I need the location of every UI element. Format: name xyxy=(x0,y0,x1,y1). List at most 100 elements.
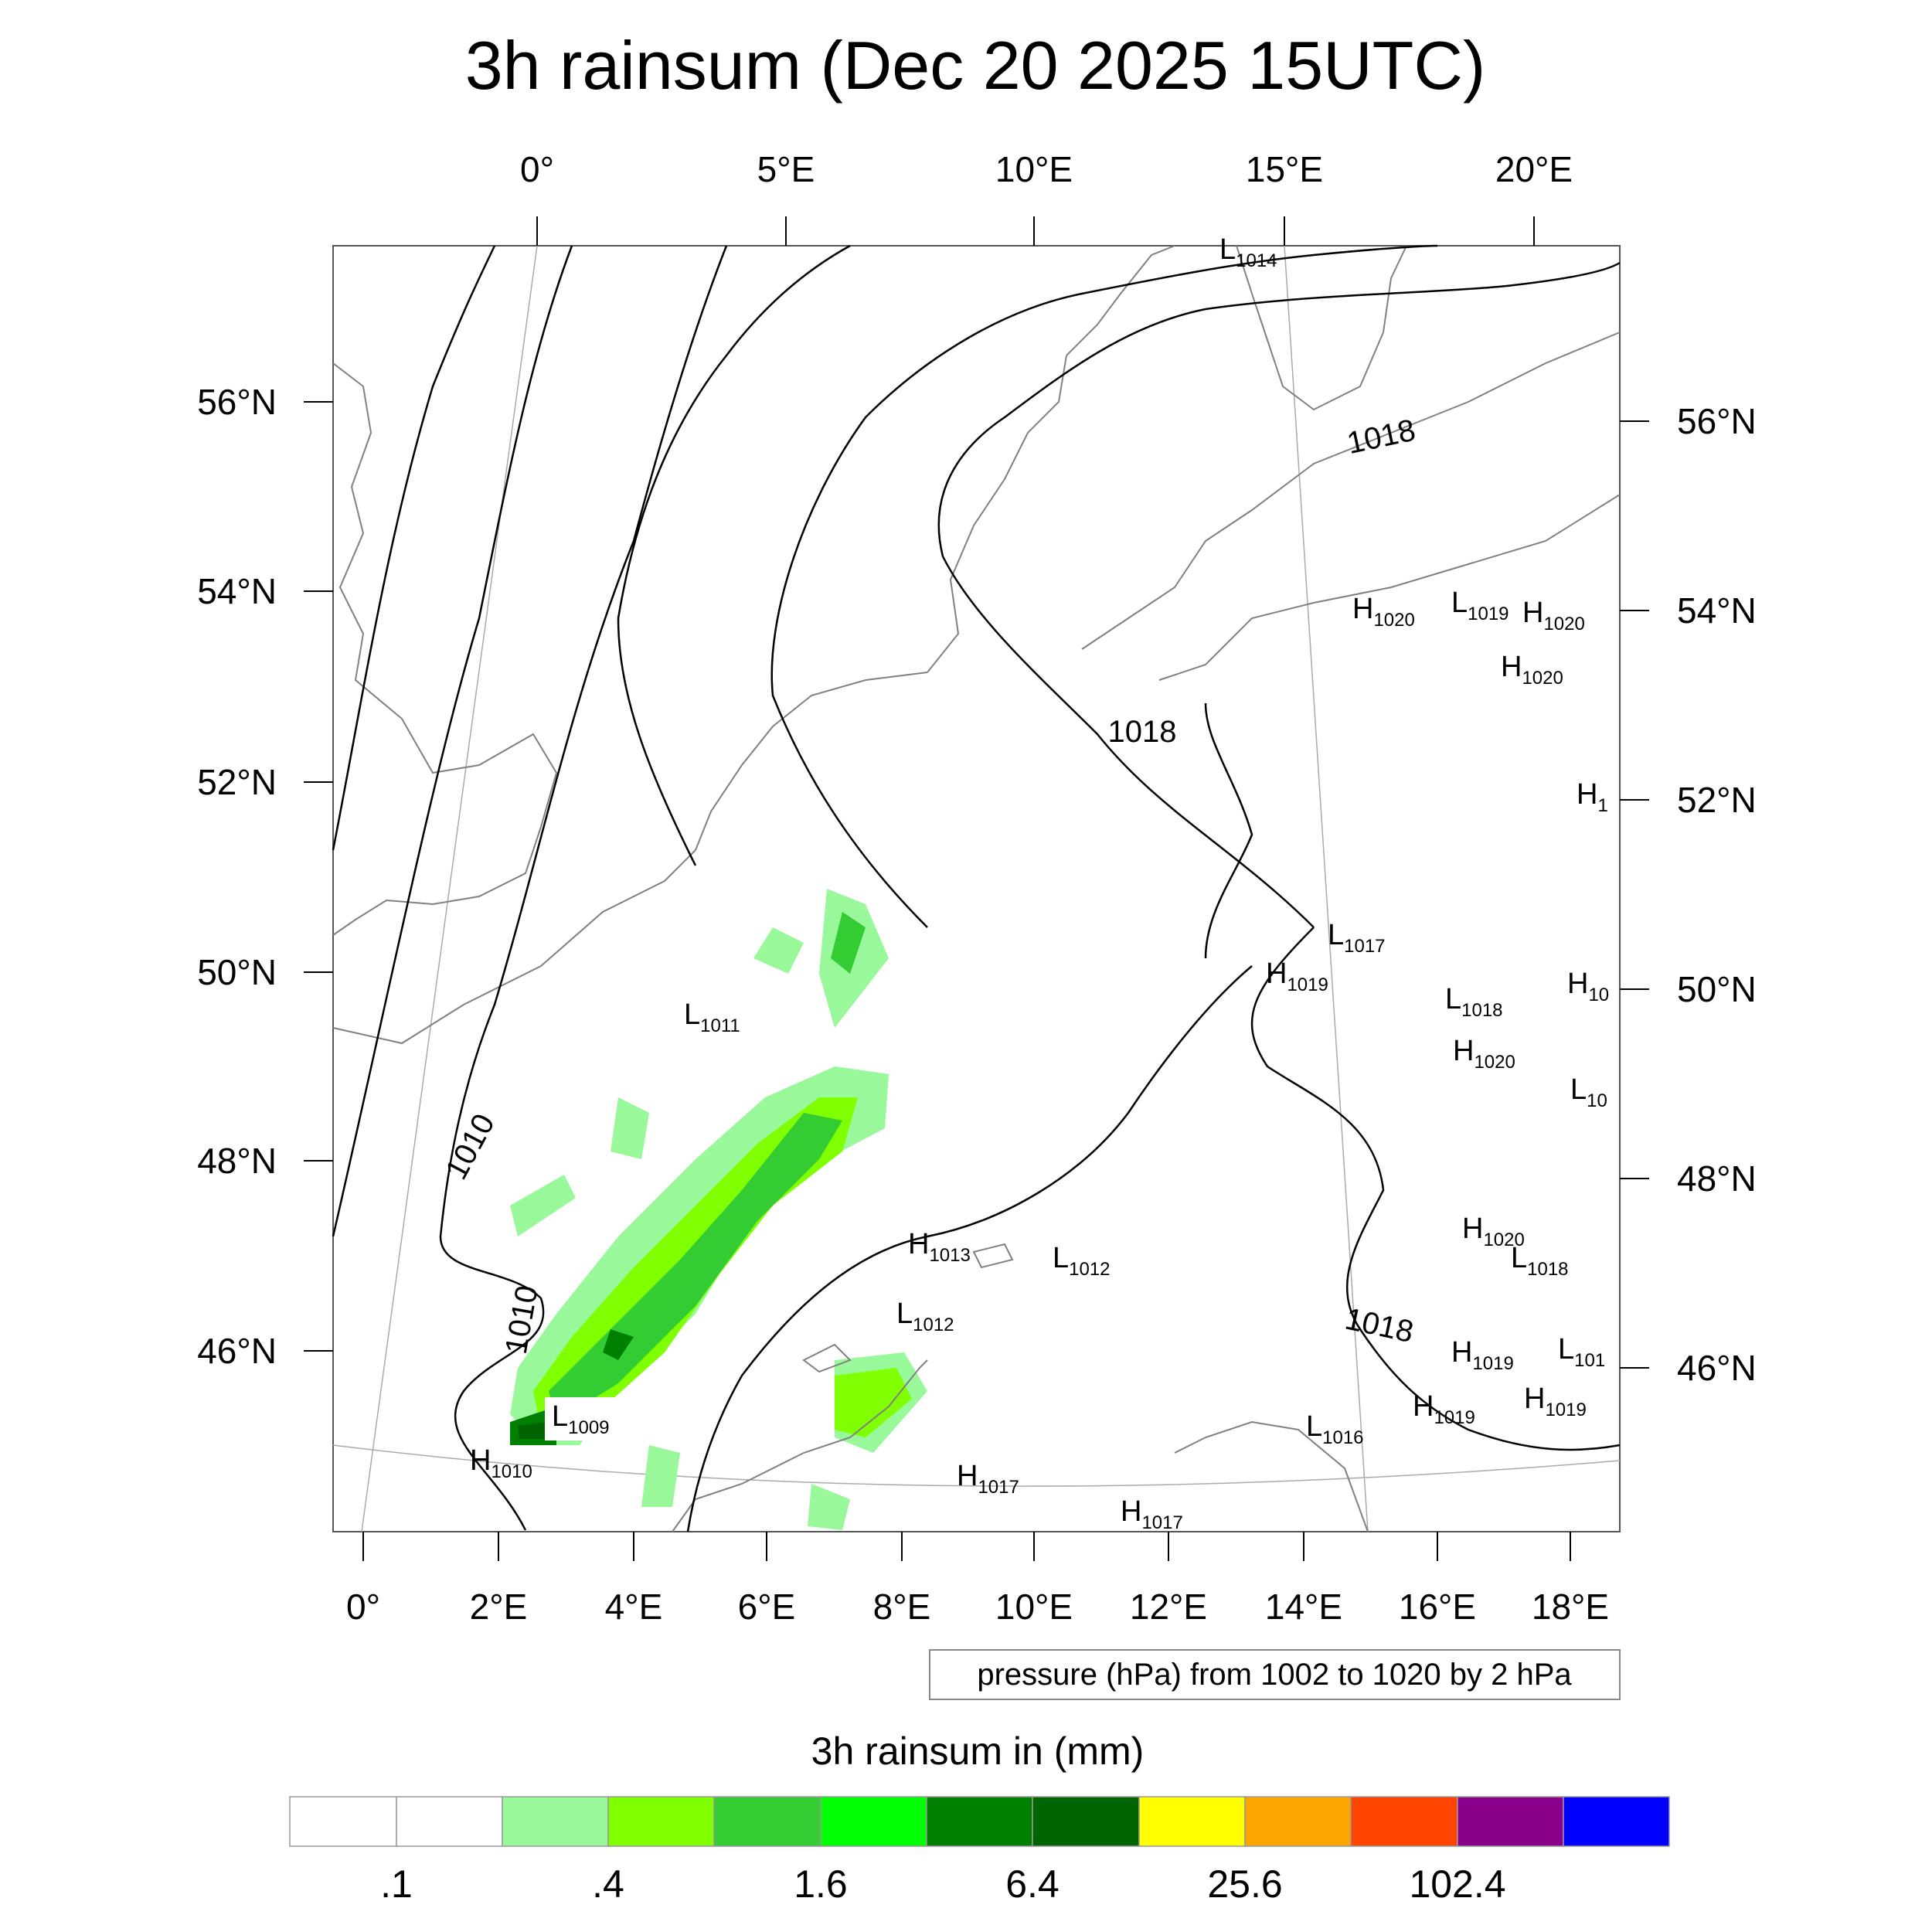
coastline-benelux xyxy=(695,672,928,851)
isobar-line xyxy=(686,965,1253,1532)
legend-tick-label: .4 xyxy=(592,1862,624,1906)
legend-swatch xyxy=(1563,1796,1670,1847)
contour-info-frame xyxy=(929,1649,1621,1700)
rainfall-shading xyxy=(510,889,927,1530)
legend-title: 3h rainsum in (mm) xyxy=(811,1730,1145,1773)
rain-area-very-heavy xyxy=(603,1329,634,1360)
lat-label: 46°N xyxy=(1677,1348,1757,1388)
rain-area-light xyxy=(510,1175,576,1236)
coastline-france-channel xyxy=(332,849,696,1045)
pressure-center: L1012 xyxy=(896,1298,954,1335)
map-title: 3h rainsum (Dec 20 2025 15UTC) xyxy=(465,27,1486,104)
rain-area-extreme xyxy=(518,1422,549,1439)
legend-tick-labels: .1 .4 1.6 6.4 25.6 102.4 xyxy=(380,1862,1505,1906)
pressure-center: L1009 xyxy=(552,1400,610,1438)
pressure-center: H1017 xyxy=(957,1460,1019,1498)
coastline-sweden xyxy=(1236,245,1407,411)
pressure-center: L1019 xyxy=(1451,587,1509,624)
pressure-center: H10 xyxy=(1567,968,1609,1005)
pressure-center: L1016 xyxy=(1306,1410,1364,1448)
pressure-center: L1012 xyxy=(1053,1242,1111,1280)
legend-swatch xyxy=(289,1796,397,1847)
lon-label: 8°E xyxy=(873,1587,931,1627)
legend-color-boxes xyxy=(289,1796,1670,1847)
legend-swatch xyxy=(396,1796,503,1847)
lat-label: 54°N xyxy=(197,571,277,611)
lat-label: 50°N xyxy=(197,952,277,992)
lon-label: 5°E xyxy=(757,149,815,189)
isobar-line-1018 xyxy=(937,261,1621,928)
pressure-center: H1020 xyxy=(1501,651,1563,689)
coastline-adriatic xyxy=(1174,1420,1369,1532)
pressure-center: H1019 xyxy=(1524,1383,1587,1420)
coastline-scandinavia xyxy=(1066,245,1175,356)
legend-tick-label: .1 xyxy=(380,1862,413,1906)
lon-label: 2°E xyxy=(470,1587,528,1627)
lat-label: 56°N xyxy=(1677,401,1757,441)
lat-label: 56°N xyxy=(197,382,277,422)
lake xyxy=(972,1243,1014,1269)
legend-tick-label: 6.4 xyxy=(1005,1862,1060,1906)
isobar-line xyxy=(1204,702,1253,959)
isobar-line xyxy=(332,245,496,851)
lon-label: 6°E xyxy=(738,1587,796,1627)
lon-label: 14°E xyxy=(1265,1587,1342,1627)
rain-area-light xyxy=(641,1445,680,1507)
pressure-center: L1018 xyxy=(1511,1242,1569,1280)
rainfall-legend: 3h rainsum in (mm) .1 .4 1.6 6.4 25.6 10… xyxy=(289,1730,1670,1906)
isobar-line-1018-south xyxy=(1250,927,1621,1451)
pressure-center: H1019 xyxy=(1413,1390,1475,1428)
right-lat-labels: 56°N 54°N 52°N 50°N 48°N 46°N xyxy=(1677,401,1757,1388)
legend-swatch xyxy=(820,1796,927,1847)
rain-area-light xyxy=(808,1484,850,1530)
lon-label: 10°E xyxy=(995,1587,1073,1627)
lat-label: 52°N xyxy=(197,762,277,802)
pressure-center: H1020 xyxy=(1462,1213,1525,1250)
contour-label-1018-central: 1018 xyxy=(1108,715,1177,749)
isobar-line xyxy=(770,244,1438,928)
rain-area-light xyxy=(611,1097,649,1159)
lon-label: 10°E xyxy=(995,149,1073,189)
lon-label: 18°E xyxy=(1532,1587,1609,1627)
pressure-center: L1017 xyxy=(1328,919,1386,957)
contour-info-box: pressure (hPa) from 1002 to 1020 by 2 hP… xyxy=(929,1649,1621,1700)
lon-label: 12°E xyxy=(1130,1587,1207,1627)
legend-swatch xyxy=(1032,1796,1140,1847)
pressure-center: H1020 xyxy=(1352,593,1415,631)
legend-swatch xyxy=(1244,1796,1352,1847)
pressure-center: H1013 xyxy=(908,1228,971,1266)
lon-label: 0° xyxy=(520,149,554,189)
pressure-center: H1019 xyxy=(1266,957,1328,995)
top-lon-axis xyxy=(536,216,1535,246)
pressure-center: H1020 xyxy=(1453,1035,1515,1073)
lat-label: 52°N xyxy=(1677,780,1757,820)
pressure-contours xyxy=(332,244,1621,1532)
pressure-center: L10 xyxy=(1570,1073,1607,1111)
legend-swatch xyxy=(1138,1796,1246,1847)
legend-swatch xyxy=(502,1796,609,1847)
coastlines xyxy=(332,245,1621,1532)
plot-frame xyxy=(332,245,1621,1532)
pressure-center: H1 xyxy=(1577,778,1608,816)
legend-swatch xyxy=(926,1796,1033,1847)
bottom-lon-axis xyxy=(362,1532,1571,1561)
lon-label: 0° xyxy=(346,1587,380,1627)
pressure-center: H1019 xyxy=(1451,1336,1514,1374)
pressure-center: H1010 xyxy=(470,1444,532,1482)
lat-label: 48°N xyxy=(1677,1158,1757,1199)
pressure-centers: L1014 H1020 L1019 H1020 H1020 H1 L1017 H… xyxy=(470,233,1609,1533)
meridian-line-0 xyxy=(361,245,538,1532)
plot-area: 1010 1010 1018 1018 1018 L1014 H1020 L10… xyxy=(332,233,1621,1533)
left-lat-axis xyxy=(304,401,333,1352)
isobar-line-1010 xyxy=(439,245,728,1531)
isobar-line xyxy=(332,245,573,1237)
coastline-germany-denmark xyxy=(927,355,1067,673)
legend-swatch xyxy=(713,1796,821,1847)
coastline-mediterranean xyxy=(672,1359,928,1532)
legend-swatch xyxy=(1457,1796,1564,1847)
lat-label: 50°N xyxy=(1677,969,1757,1009)
pressure-center: H1017 xyxy=(1121,1495,1183,1533)
right-lat-axis xyxy=(1620,420,1649,1369)
lake xyxy=(802,1343,852,1373)
